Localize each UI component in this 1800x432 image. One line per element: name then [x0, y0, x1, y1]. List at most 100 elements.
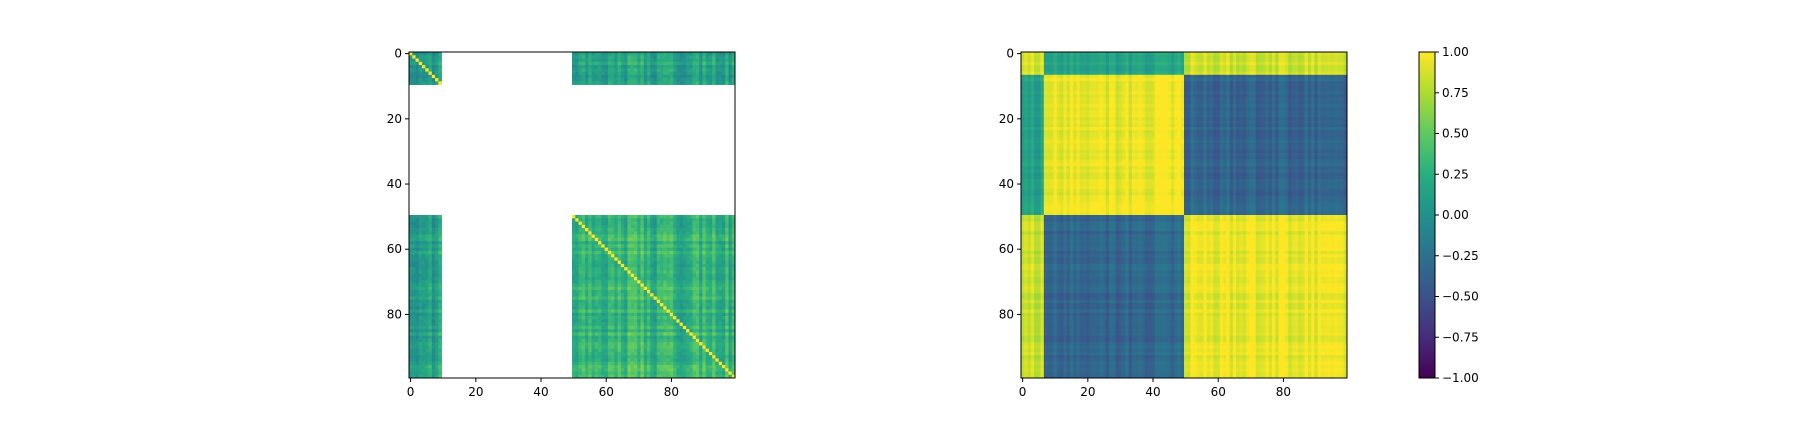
heatmap-cell — [650, 231, 654, 235]
heatmap-cell — [1275, 68, 1279, 72]
heatmap-cell — [699, 309, 703, 314]
heatmap-cell — [682, 254, 687, 258]
heatmap-cell — [637, 342, 641, 346]
heatmap-cell — [666, 58, 671, 63]
heatmap-cell — [611, 78, 615, 82]
heatmap-cell — [1258, 78, 1263, 82]
heatmap-cell — [1180, 65, 1185, 69]
heatmap-cell — [1291, 61, 1296, 66]
heatmap-cell — [585, 312, 589, 317]
heatmap-cell — [1092, 55, 1097, 59]
heatmap-cell — [676, 309, 680, 314]
heatmap-cell — [620, 267, 625, 271]
heatmap-cell — [660, 361, 664, 366]
heatmap-cell — [418, 224, 423, 229]
heatmap-cell — [409, 332, 413, 336]
heatmap-cell — [591, 335, 596, 340]
heatmap-cell — [669, 241, 674, 245]
heatmap-cell — [1109, 55, 1113, 59]
heatmap-cell — [650, 74, 654, 79]
heatmap-cell — [1343, 81, 1348, 85]
heatmap-cell — [1278, 71, 1283, 76]
heatmap-cell — [607, 224, 612, 229]
heatmap-cell — [572, 55, 576, 59]
heatmap-cell — [607, 309, 612, 314]
heatmap-cell — [1216, 87, 1221, 92]
heatmap-cell — [578, 65, 583, 69]
heatmap-cell — [669, 61, 674, 66]
heatmap-cell — [637, 263, 641, 268]
heatmap-cell — [679, 228, 684, 232]
heatmap-cell — [1213, 81, 1217, 85]
heatmap-cell — [679, 234, 684, 239]
heatmap-cell — [686, 254, 690, 258]
heatmap-cell — [1223, 81, 1227, 85]
heatmap-cell — [656, 283, 661, 288]
heatmap-cell — [1148, 68, 1152, 72]
heatmap-cell — [1249, 55, 1253, 59]
heatmap-cell — [409, 231, 413, 235]
heatmap-cell — [728, 218, 733, 222]
heatmap-cell — [1086, 71, 1090, 76]
heatmap-cell — [1034, 74, 1038, 79]
heatmap-cell — [666, 215, 671, 219]
heatmap-cell — [1027, 78, 1032, 82]
heatmap-cell — [425, 58, 429, 63]
heatmap-cell — [1069, 87, 1074, 92]
heatmap-cell — [1141, 84, 1146, 89]
heatmap-cell — [1226, 81, 1230, 85]
heatmap-cell — [712, 231, 716, 235]
heatmap-cell — [679, 342, 684, 346]
heatmap-cell — [1187, 55, 1191, 59]
heatmap-cell — [663, 55, 667, 59]
heatmap-cell — [656, 309, 661, 314]
heatmap-cell — [585, 368, 589, 372]
heatmap-cell — [1203, 87, 1208, 92]
heatmap-cell — [627, 319, 632, 323]
heatmap-cell — [708, 351, 713, 356]
heatmap-cell — [438, 68, 442, 72]
heatmap-cell — [428, 276, 433, 281]
heatmap-cell — [594, 81, 599, 85]
heatmap-cell — [611, 228, 615, 232]
heatmap-cell — [656, 267, 661, 271]
heatmap-cell — [663, 81, 667, 85]
heatmap-cell — [666, 247, 671, 252]
heatmap-cell — [412, 65, 416, 69]
heatmap-cell — [1073, 71, 1077, 76]
heatmap-cell — [640, 273, 645, 278]
heatmap-cell — [656, 231, 661, 235]
heatmap-cell — [581, 58, 586, 63]
heatmap-cell — [712, 61, 716, 66]
heatmap-cell — [601, 364, 605, 369]
heatmap-cell — [699, 260, 703, 265]
heatmap-cell — [663, 65, 667, 69]
heatmap-cell — [588, 241, 592, 245]
heatmap-cell — [585, 374, 589, 379]
heatmap-cell — [415, 234, 420, 239]
heatmap-cell — [708, 78, 713, 82]
heatmap-cell — [725, 241, 729, 245]
heatmap-cell — [601, 293, 605, 297]
heatmap-cell — [588, 351, 592, 356]
heatmap-cell — [660, 267, 664, 271]
heatmap-cell — [656, 303, 661, 307]
heatmap-cell — [1193, 94, 1198, 98]
heatmap-cell — [643, 316, 648, 320]
heatmap-cell — [1206, 68, 1211, 72]
heatmap-cell — [581, 270, 586, 275]
heatmap-cell — [715, 215, 720, 219]
heatmap-cell — [1190, 91, 1195, 95]
heatmap-cell — [578, 348, 583, 353]
heatmap-cell — [598, 342, 602, 346]
heatmap-cell — [679, 260, 684, 265]
heatmap-cell — [633, 293, 638, 297]
heatmap-cell — [653, 316, 658, 320]
heatmap-cell — [721, 81, 726, 85]
heatmap-cell — [594, 254, 599, 258]
heatmap-cell — [702, 270, 707, 275]
heatmap-cell — [428, 58, 433, 63]
heatmap-cell — [422, 250, 426, 255]
heatmap-cell — [682, 237, 687, 242]
heatmap-cell — [712, 332, 716, 336]
